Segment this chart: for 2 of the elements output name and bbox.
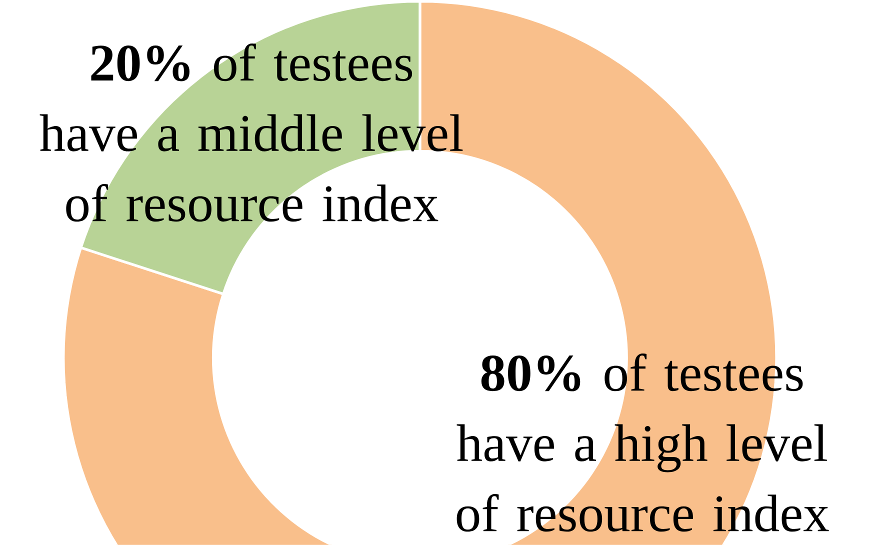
slice-label: 20% of testees have a middle level of resource index — [40, 43, 463, 222]
slice-label: 80% of testees have a high level of resource index — [456, 354, 829, 532]
